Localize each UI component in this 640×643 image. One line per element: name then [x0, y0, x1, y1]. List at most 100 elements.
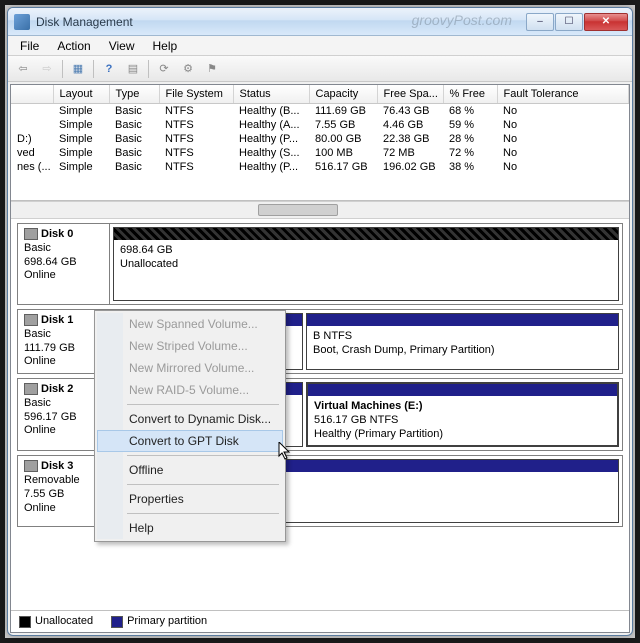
- ctx-properties[interactable]: Properties: [97, 488, 283, 510]
- disk-2-size: 596.17 GB: [24, 411, 77, 423]
- disk-3-type: Removable: [24, 474, 80, 486]
- disk-1-size: 111.79 GB: [24, 342, 75, 354]
- legend: Unallocated Primary partition: [11, 610, 629, 632]
- disk-icon: [24, 383, 38, 395]
- col-freespace[interactable]: Free Spa...: [377, 85, 443, 104]
- table-cell: NTFS: [159, 104, 233, 119]
- table-cell: NTFS: [159, 160, 233, 174]
- maximize-button[interactable]: ☐: [555, 13, 583, 31]
- settings-icon[interactable]: ⚑: [201, 58, 223, 80]
- disk-1-type: Basic: [24, 328, 51, 340]
- window-title: Disk Management: [36, 15, 133, 29]
- legend-primary: Primary partition: [111, 615, 207, 627]
- table-cell: 22.38 GB: [377, 132, 443, 146]
- ctx-new-raid5: New RAID-5 Volume...: [97, 379, 283, 401]
- disk-icon: [24, 314, 38, 326]
- rescan-icon[interactable]: ⚙: [177, 58, 199, 80]
- col-pctfree[interactable]: % Free: [443, 85, 497, 104]
- table-cell: 100 MB: [309, 146, 377, 160]
- refresh-icon[interactable]: ⟳: [153, 58, 175, 80]
- disk-0-info[interactable]: Disk 0 Basic 698.64 GB Online: [18, 224, 110, 304]
- props-icon[interactable]: ▤: [122, 58, 144, 80]
- table-cell: 111.69 GB: [309, 104, 377, 119]
- col-volume[interactable]: [11, 85, 53, 104]
- table-row[interactable]: SimpleBasicNTFSHealthy (A...7.55 GB4.46 …: [11, 118, 629, 132]
- table-row[interactable]: nes (...SimpleBasicNTFSHealthy (P...516.…: [11, 160, 629, 174]
- ctx-new-mirrored: New Mirrored Volume...: [97, 357, 283, 379]
- vol-line2: Healthy (Primary Partition): [314, 428, 443, 440]
- table-cell: Basic: [109, 118, 159, 132]
- col-type[interactable]: Type: [109, 85, 159, 104]
- table-cell: 7.55 GB: [309, 118, 377, 132]
- minimize-button[interactable]: –: [526, 13, 554, 31]
- table-cell: Simple: [53, 146, 109, 160]
- disk-2-type: Basic: [24, 397, 51, 409]
- table-cell: 516.17 GB: [309, 160, 377, 174]
- disk-2-status: Online: [24, 424, 56, 436]
- vol-label: Unallocated: [120, 258, 612, 272]
- table-cell: Basic: [109, 104, 159, 119]
- show-hide-button[interactable]: ▦: [67, 58, 89, 80]
- ctx-convert-gpt[interactable]: Convert to GPT Disk: [97, 430, 283, 452]
- disk-1-vol-c[interactable]: B NTFS Boot, Crash Dump, Primary Partiti…: [306, 313, 619, 370]
- table-cell: 196.02 GB: [377, 160, 443, 174]
- vol-line1: 516.17 GB NTFS: [314, 414, 398, 426]
- vol-size: 698.64 GB: [120, 244, 612, 258]
- disk-0-name: Disk 0: [41, 228, 73, 240]
- disk-0-unallocated[interactable]: 698.64 GB Unallocated: [113, 227, 619, 301]
- table-cell: No: [497, 160, 629, 174]
- ctx-convert-dynamic[interactable]: Convert to Dynamic Disk...: [97, 408, 283, 430]
- table-cell: Healthy (S...: [233, 146, 309, 160]
- watermark: groovyPost.com: [412, 12, 512, 28]
- table-cell: Simple: [53, 118, 109, 132]
- ctx-help[interactable]: Help: [97, 517, 283, 539]
- forward-button[interactable]: ⇨: [36, 58, 58, 80]
- table-cell: No: [497, 146, 629, 160]
- disk-0-status: Online: [24, 269, 56, 281]
- disk-row-0[interactable]: Disk 0 Basic 698.64 GB Online 698.64 GB …: [17, 223, 623, 305]
- disk-2-vol-e[interactable]: Virtual Machines (E:) 516.17 GB NTFS Hea…: [306, 382, 619, 447]
- disk-0-size: 698.64 GB: [24, 256, 77, 268]
- ctx-new-spanned: New Spanned Volume...: [97, 313, 283, 335]
- table-row[interactable]: D:)SimpleBasicNTFSHealthy (P...80.00 GB2…: [11, 132, 629, 146]
- table-cell: 72 %: [443, 146, 497, 160]
- horizontal-scrollbar[interactable]: [11, 201, 629, 219]
- disk-icon: [24, 228, 38, 240]
- back-button[interactable]: ⇦: [12, 58, 34, 80]
- menu-file[interactable]: File: [12, 37, 47, 55]
- vol-title: Virtual Machines (E:): [314, 400, 423, 412]
- col-layout[interactable]: Layout: [53, 85, 109, 104]
- close-button[interactable]: ✕: [584, 13, 628, 31]
- table-cell: Healthy (P...: [233, 160, 309, 174]
- context-menu: New Spanned Volume... New Striped Volume…: [94, 310, 286, 542]
- table-cell: Healthy (P...: [233, 132, 309, 146]
- table-cell: [11, 104, 53, 119]
- ctx-offline[interactable]: Offline: [97, 459, 283, 481]
- col-filesystem[interactable]: File System: [159, 85, 233, 104]
- menu-view[interactable]: View: [101, 37, 143, 55]
- table-cell: 80.00 GB: [309, 132, 377, 146]
- menu-help[interactable]: Help: [145, 37, 186, 55]
- table-cell: 28 %: [443, 132, 497, 146]
- disk-3-name: Disk 3: [41, 460, 73, 472]
- col-capacity[interactable]: Capacity: [309, 85, 377, 104]
- scrollbar-thumb[interactable]: [258, 204, 338, 216]
- help-icon[interactable]: ?: [98, 58, 120, 80]
- table-cell: nes (...: [11, 160, 53, 174]
- legend-unallocated: Unallocated: [19, 615, 93, 627]
- table-cell: Simple: [53, 104, 109, 119]
- table-row[interactable]: SimpleBasicNTFSHealthy (B...111.69 GB76.…: [11, 104, 629, 119]
- toolbar: ⇦ ⇨ ▦ ? ▤ ⟳ ⚙ ⚑: [8, 56, 632, 82]
- volume-list[interactable]: Layout Type File System Status Capacity …: [11, 85, 629, 201]
- titlebar[interactable]: Disk Management groovyPost.com – ☐ ✕: [8, 8, 632, 36]
- table-row[interactable]: vedSimpleBasicNTFSHealthy (S...100 MB72 …: [11, 146, 629, 160]
- table-cell: 38 %: [443, 160, 497, 174]
- col-status[interactable]: Status: [233, 85, 309, 104]
- table-cell: 59 %: [443, 118, 497, 132]
- disk-2-name: Disk 2: [41, 383, 73, 395]
- table-cell: [11, 118, 53, 132]
- menu-action[interactable]: Action: [49, 37, 98, 55]
- table-cell: Healthy (A...: [233, 118, 309, 132]
- table-cell: Basic: [109, 146, 159, 160]
- col-fault[interactable]: Fault Tolerance: [497, 85, 629, 104]
